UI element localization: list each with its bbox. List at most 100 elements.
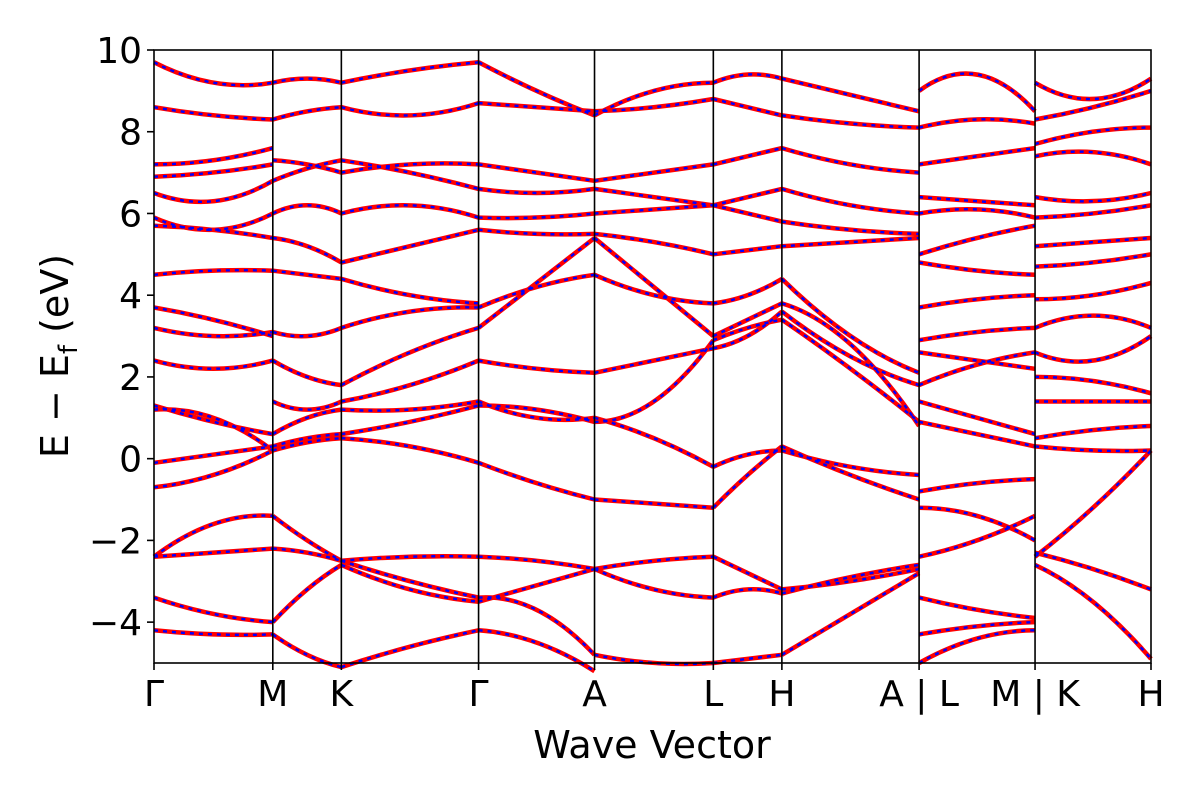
high-symmetry-lines — [272, 50, 1036, 663]
band-line — [712, 302, 783, 338]
band-line — [153, 629, 273, 637]
band-line — [153, 106, 273, 121]
band-line — [594, 498, 714, 509]
band-line — [1034, 204, 1152, 219]
band-line — [1034, 281, 1152, 301]
band-line — [918, 194, 1036, 208]
band-line — [153, 404, 274, 436]
y-axis-label-sub: f — [54, 344, 84, 354]
band-line — [594, 653, 714, 666]
band-line — [340, 100, 480, 118]
band-line — [1034, 445, 1152, 453]
band-line — [153, 212, 274, 232]
band-line — [918, 514, 1036, 558]
band-line — [1034, 126, 1152, 146]
plot-frame — [153, 49, 1152, 664]
x-tick-label: Γ — [144, 674, 164, 715]
band-line — [713, 310, 783, 350]
band-line — [341, 403, 480, 437]
x-tick-label: M — [257, 674, 288, 715]
band-line — [781, 219, 920, 237]
band-line — [1034, 563, 1152, 660]
band-line — [1034, 424, 1152, 440]
band-line — [153, 145, 274, 167]
band-line — [340, 325, 480, 388]
band-line — [152, 513, 273, 559]
band-line — [781, 278, 920, 374]
band-line — [781, 145, 920, 175]
band-line — [1034, 444, 1152, 454]
band-line — [153, 179, 274, 204]
band-line — [272, 236, 343, 264]
band-line — [713, 187, 783, 207]
band-line — [153, 326, 274, 338]
bands-layer — [152, 60, 1153, 674]
band-line — [919, 506, 1036, 542]
band-line — [781, 76, 920, 114]
y-axis-label-main: E − E — [33, 354, 77, 458]
band-line — [918, 294, 1036, 309]
band-line — [153, 306, 274, 338]
y-tick-label: −4 — [89, 603, 142, 644]
band-line — [781, 113, 920, 130]
band-line — [272, 547, 342, 562]
band-line — [478, 227, 595, 237]
y-tick-label: 0 — [119, 440, 142, 481]
band-line — [593, 81, 714, 117]
band-line — [341, 553, 479, 564]
band-line — [712, 555, 783, 591]
band-line — [781, 445, 920, 501]
band-line — [153, 163, 274, 178]
band-line — [781, 310, 920, 387]
band-line — [341, 559, 479, 599]
y-axis-label: E − Ef (eV) — [33, 254, 84, 458]
band-line — [713, 97, 783, 117]
band-line — [780, 309, 920, 388]
band-line — [593, 415, 715, 469]
band-line — [918, 146, 1036, 166]
band-line — [1034, 125, 1152, 147]
band-line — [712, 588, 783, 599]
x-tick-label: H — [1137, 674, 1164, 715]
band-line — [272, 159, 342, 182]
band-line — [593, 566, 714, 600]
band-line — [340, 276, 479, 306]
y-tick-label: 6 — [119, 194, 142, 235]
band-line — [918, 420, 1036, 448]
band-line — [918, 351, 1036, 370]
band-line — [781, 186, 920, 216]
band-line — [712, 318, 783, 342]
band-line — [713, 243, 783, 257]
x-tick-label: A — [582, 674, 607, 715]
band-line — [594, 97, 714, 113]
band-line — [272, 400, 342, 411]
y-axis: −4 −2 0 2 4 6 8 10 — [89, 31, 154, 644]
band-line — [712, 448, 782, 469]
band-line — [713, 276, 784, 306]
band-line — [917, 628, 1036, 665]
band-line — [340, 305, 479, 331]
band-line — [918, 224, 1036, 256]
band-line — [271, 632, 342, 670]
band-line — [713, 146, 783, 166]
band-line — [594, 204, 714, 215]
band-line — [594, 232, 714, 256]
band-line — [477, 237, 596, 329]
band-line — [1034, 280, 1152, 302]
band-line — [593, 236, 715, 338]
band-line — [594, 339, 715, 424]
band-line — [1034, 562, 1153, 661]
band-line — [1033, 448, 1153, 559]
band-line — [341, 358, 480, 404]
band-line — [1034, 374, 1152, 396]
band-line — [478, 595, 597, 657]
band-line — [272, 359, 342, 387]
band-line — [594, 346, 714, 376]
band-line — [1034, 375, 1152, 395]
band-line — [918, 118, 1036, 129]
band-line — [341, 359, 480, 403]
band-line — [781, 318, 920, 423]
band-line — [272, 432, 342, 448]
band-line — [271, 407, 342, 437]
